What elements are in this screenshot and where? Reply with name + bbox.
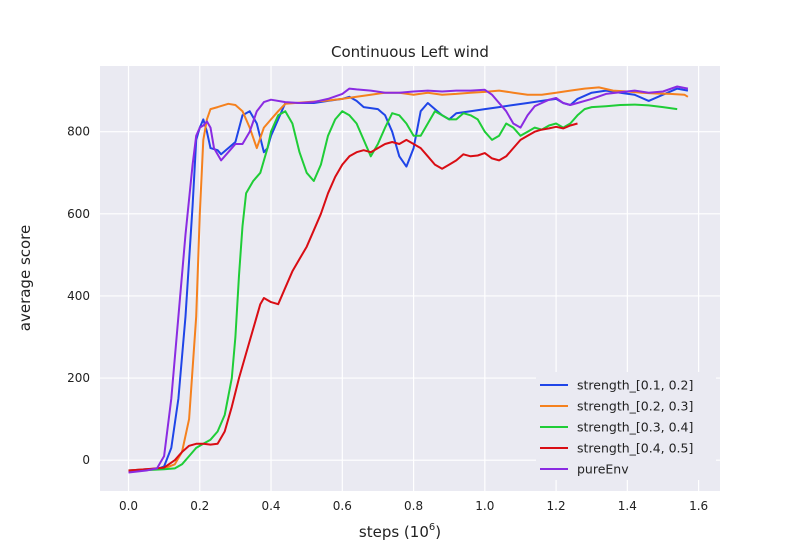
series-line bbox=[128, 86, 689, 472]
legend-label: strength_[0.2, 0.3] bbox=[577, 399, 693, 414]
x-tick-label: 0.6 bbox=[333, 499, 352, 513]
x-axis-ticks: 0.0 0.2 0.4 0.6 0.8 1.0 1.2 1.4 1.6 bbox=[119, 499, 708, 513]
x-tick-label: 0.2 bbox=[190, 499, 209, 513]
y-tick-label: 800 bbox=[67, 125, 90, 139]
legend-box bbox=[536, 372, 716, 480]
y-axis-label: average score bbox=[16, 225, 34, 331]
series-line bbox=[128, 122, 578, 472]
x-tick-label: 1.0 bbox=[475, 499, 494, 513]
legend: strength_[0.1, 0.2] strength_[0.2, 0.3] st… bbox=[536, 372, 716, 480]
x-tick-label: 0.4 bbox=[261, 499, 280, 513]
x-tick-label: 0.8 bbox=[404, 499, 423, 513]
x-axis-label: steps (106) bbox=[359, 522, 441, 541]
y-tick-label: 0 bbox=[82, 453, 90, 467]
y-axis-ticks: 0 200 400 600 800 bbox=[67, 125, 90, 468]
legend-label: pureEnv bbox=[577, 462, 629, 477]
x-tick-label: 1.4 bbox=[618, 499, 637, 513]
x-axis-label-exponent: 6 bbox=[429, 522, 435, 533]
x-tick-label: 1.6 bbox=[689, 499, 708, 513]
x-axis-label-close: ) bbox=[435, 523, 441, 541]
legend-label: strength_[0.4, 0.5] bbox=[577, 441, 693, 456]
legend-label: strength_[0.1, 0.2] bbox=[577, 378, 693, 393]
series-line bbox=[128, 103, 678, 473]
x-tick-label: 0.0 bbox=[119, 499, 138, 513]
x-tick-label: 1.2 bbox=[547, 499, 566, 513]
series-lines bbox=[128, 85, 689, 474]
y-tick-label: 200 bbox=[67, 371, 90, 385]
x-axis-label-base: steps (10 bbox=[359, 523, 429, 541]
y-tick-label: 600 bbox=[67, 207, 90, 221]
series-line bbox=[128, 85, 689, 474]
legend-label: strength_[0.3, 0.4] bbox=[577, 420, 693, 435]
chart-title: Continuous Left wind bbox=[331, 43, 489, 61]
y-tick-label: 400 bbox=[67, 289, 90, 303]
